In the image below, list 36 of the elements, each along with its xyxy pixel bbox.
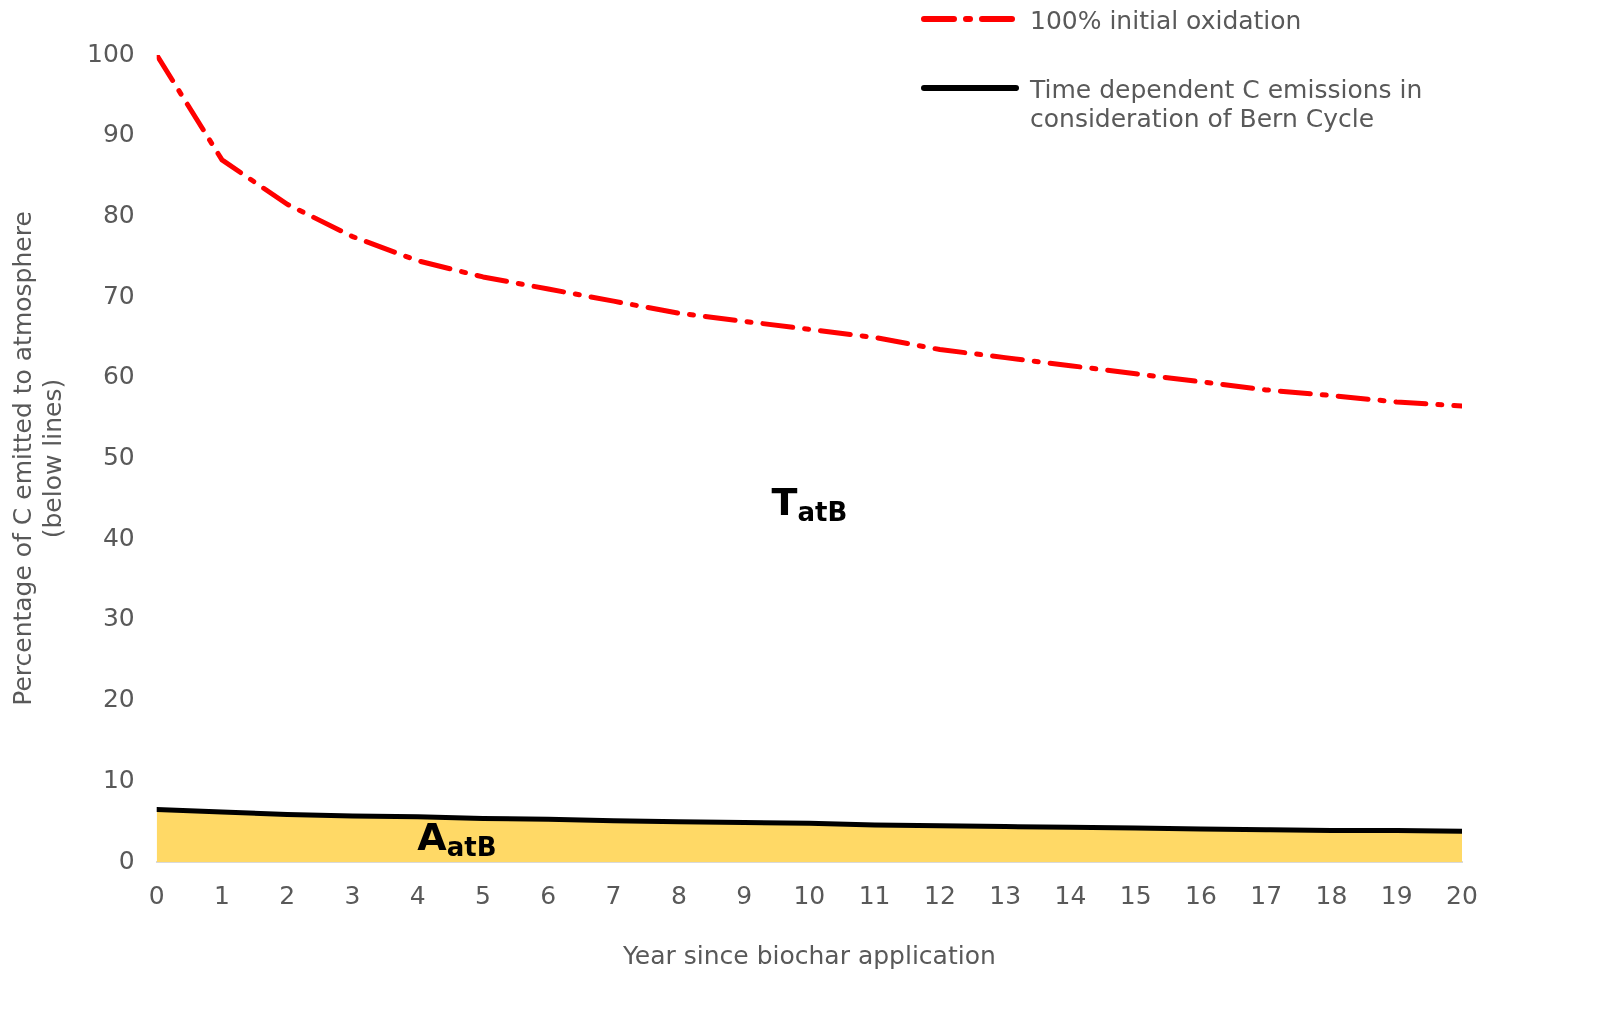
y-tick-label: 70	[102, 280, 135, 310]
x-tick-label: 7	[605, 880, 622, 910]
y-tick-label: 20	[102, 684, 135, 714]
y-tick-label: 10	[102, 764, 135, 794]
legend-label: Time dependent C emissions in consideration of Bern Cycle	[1030, 75, 1424, 133]
x-tick-label: 9	[736, 880, 753, 910]
x-tick-label: 8	[670, 880, 687, 910]
y-tick-label: 0	[118, 845, 135, 875]
x-tick-label: 16	[1185, 880, 1217, 910]
x-axis-title: Year since biochar application	[621, 940, 996, 970]
y-tick-label: 60	[102, 361, 135, 391]
x-tick-label: 13	[989, 880, 1022, 910]
x-tick-label: 1	[214, 880, 230, 910]
legend-label: 100% initial oxidation	[1030, 6, 1302, 35]
y-tick-label: 30	[102, 603, 135, 633]
y-tick-label: 90	[102, 119, 135, 149]
x-tick-label: 4	[409, 880, 426, 910]
x-tick-label: 14	[1054, 880, 1087, 910]
x-tick-label: 18	[1315, 880, 1348, 910]
y-axis-title: Percentage of C emitted to atmosphere (below lines)	[7, 211, 67, 706]
x-tick-label: 0	[148, 880, 165, 910]
x-tick-label: 6	[540, 880, 557, 910]
y-tick-label: 50	[102, 442, 135, 471]
x-tick-label: 10	[793, 880, 826, 910]
x-tick-label: 17	[1250, 880, 1283, 910]
x-tick-label: 20	[1446, 880, 1478, 910]
x-tick-label: 19	[1380, 880, 1413, 910]
x-tick-label: 11	[858, 880, 891, 910]
y-tick-label: 100	[87, 38, 135, 68]
y-tick-label: 80	[102, 199, 135, 229]
x-tick-label: 3	[344, 880, 361, 910]
x-tick-label: 12	[923, 880, 956, 910]
y-tick-label: 40	[102, 522, 135, 552]
x-tick-label: 15	[1119, 880, 1152, 910]
x-tick-label: 2	[279, 880, 296, 910]
x-tick-label: 5	[475, 880, 491, 910]
